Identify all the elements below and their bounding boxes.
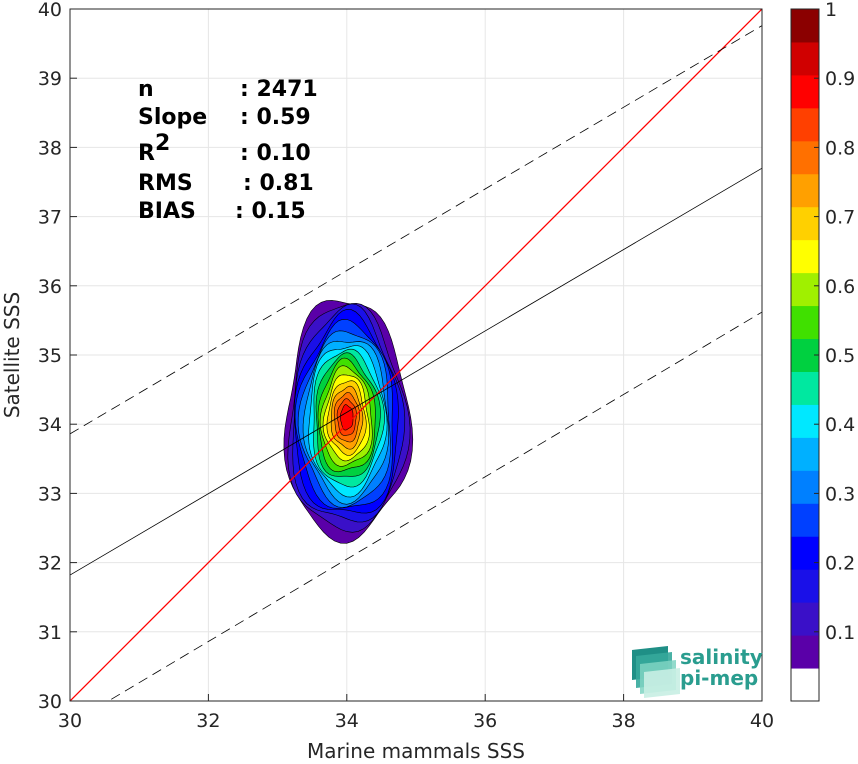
colorbar-segment (791, 503, 819, 537)
colorbar-segment (791, 371, 819, 405)
colorbar-segment (791, 536, 819, 570)
y-tick-label: 39 (38, 68, 62, 90)
logo-line1: salinity (680, 645, 763, 669)
colorbar-tick-label: 0.7 (825, 207, 855, 229)
line-lower (107, 311, 762, 701)
stat-label: RMS (138, 171, 193, 196)
colorbar-segment (791, 404, 819, 438)
stat-label: Slope (138, 105, 207, 130)
y-tick-label: 37 (38, 207, 62, 229)
stats-box: n : 2471 Slope : 0.59 R 2 : 0.10 RMS : 0.81 BIAS:… (138, 77, 318, 224)
colorbar-segment (791, 602, 819, 636)
line-1:1 (70, 9, 762, 701)
stat-superscript: 2 (155, 131, 170, 156)
y-tick-label: 33 (38, 483, 62, 505)
colorbar-tick-label: 0.1 (825, 622, 855, 644)
logo-line2: pi-mep (680, 666, 758, 690)
x-tick-label: 40 (750, 710, 774, 732)
x-tick-label: 32 (196, 710, 220, 732)
colorbar-segment (791, 305, 819, 340)
colorbar-tick-label: 1 (825, 0, 837, 21)
colorbar-tick-label: 0.9 (825, 68, 855, 90)
stat-value: : 0.59 (240, 105, 311, 130)
stat-label: R (138, 141, 155, 166)
colorbar-segment (791, 569, 819, 603)
x-tick-label: 38 (612, 710, 636, 732)
colorbar-segment (791, 239, 819, 274)
stat-label: BIAS (138, 199, 196, 224)
x-tick-label: 30 (58, 710, 82, 732)
x-axis-label: Marine mammals SSS (307, 739, 525, 763)
colorbar-segment (791, 272, 819, 307)
colorbar-segment (791, 140, 819, 175)
colorbar-tick-label: 0.4 (825, 414, 855, 436)
colorbar-segment (791, 437, 819, 471)
y-ticks: 30 31 32 33 34 35 36 37 38 39 40 (38, 0, 77, 713)
stat-label: n (138, 77, 154, 102)
stat-value: : 2471 (240, 77, 318, 102)
colorbar-tick-label: 0.8 (825, 137, 855, 159)
colorbar-segment (791, 206, 819, 241)
colorbar-segment (791, 9, 819, 43)
colorbar-tick-label: 0.6 (825, 276, 855, 298)
line-fit (70, 167, 762, 576)
stat-value: : 0.15 (235, 199, 306, 224)
colorbar-segment (791, 107, 819, 142)
y-tick-label: 32 (38, 553, 62, 575)
stat-value: : 0.10 (240, 141, 311, 166)
x-ticks: 30 32 34 36 38 40 (58, 694, 774, 732)
x-tick-label: 34 (335, 710, 359, 732)
colorbar: 0.1 0.2 0.3 0.4 0.5 0.6 0.7 0.8 0.9 1 (790, 0, 855, 702)
reference-lines (70, 9, 762, 701)
colorbar-segment (791, 173, 819, 208)
stat-value: : 0.81 (243, 171, 314, 196)
y-tick-label: 31 (38, 622, 62, 644)
colorbar-segment (791, 668, 819, 702)
colorbar-tick-label: 0.2 (825, 553, 855, 575)
wave-logo-icon (632, 646, 680, 698)
colorbar-segment (791, 41, 819, 76)
colorbar-segment (791, 470, 819, 504)
salinity-pi-mep-logo: salinity pi-mep (632, 645, 763, 698)
grid (69, 8, 763, 702)
line-upper (70, 25, 762, 435)
y-tick-label: 35 (38, 345, 62, 367)
colorbar-tick-label: 0.3 (825, 483, 855, 505)
y-axis-label: Satellite SSS (0, 292, 24, 418)
x-tick-label: 36 (473, 710, 497, 732)
y-tick-label: 30 (38, 691, 62, 713)
colorbar-segment (791, 635, 819, 669)
colorbar-tick-label: 0.5 (825, 345, 855, 367)
y-tick-label: 38 (38, 137, 62, 159)
y-tick-label: 40 (38, 0, 62, 21)
y-tick-label: 36 (38, 276, 62, 298)
colorbar-segment (791, 74, 819, 109)
y-tick-label: 34 (38, 414, 62, 436)
